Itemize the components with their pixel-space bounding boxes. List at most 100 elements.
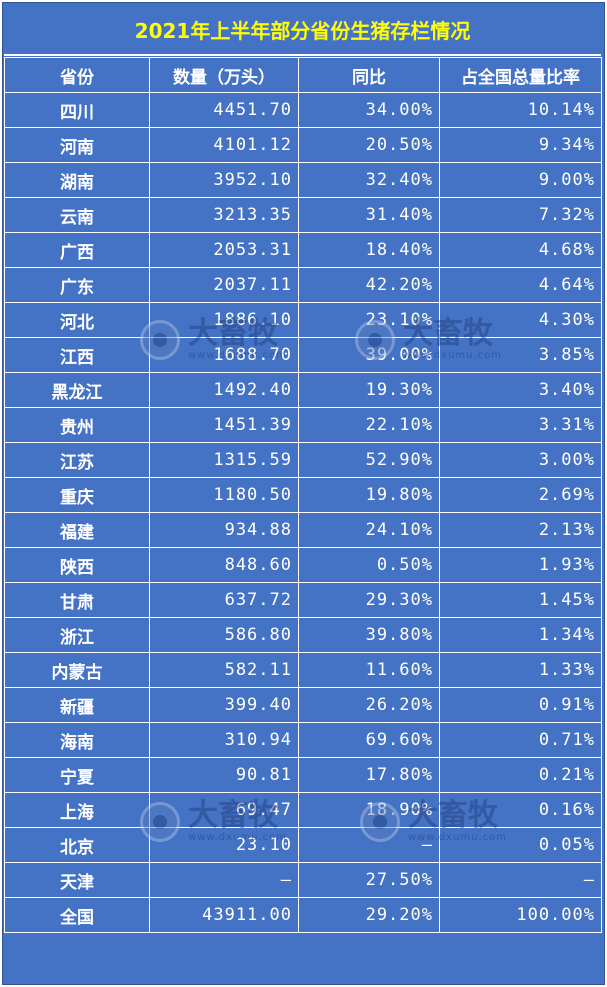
- quantity-cell: 4451.70: [149, 92, 299, 128]
- table-row: 福建 934.88 24.10% 2.13%: [4, 512, 602, 548]
- share-cell: 2.69%: [439, 477, 602, 513]
- quantity-cell: 43911.00: [149, 897, 299, 933]
- quantity-cell: 586.80: [149, 617, 299, 653]
- share-cell: 4.68%: [439, 232, 602, 268]
- share-cell: 7.32%: [439, 197, 602, 233]
- table-row: 新疆 399.40 26.20% 0.91%: [4, 687, 602, 723]
- table-title: 2021年上半年部分省份生猪存栏情况: [4, 4, 601, 56]
- table-row: 黑龙江 1492.40 19.30% 3.40%: [4, 372, 602, 408]
- share-cell: 0.05%: [439, 827, 602, 863]
- table-row: 浙江 586.80 39.80% 1.34%: [4, 617, 602, 653]
- yoy-cell: 29.30%: [298, 582, 440, 618]
- header-quantity: 数量（万头）: [149, 57, 299, 93]
- yoy-cell: 69.60%: [298, 722, 440, 758]
- table-row: 全国 43911.00 29.20% 100.00%: [4, 897, 602, 933]
- share-cell: 1.93%: [439, 547, 602, 583]
- table-row: 江西 1688.70 39.00% 3.85%: [4, 337, 602, 373]
- table-row: 内蒙古 582.11 11.60% 1.33%: [4, 652, 602, 688]
- quantity-cell: 1688.70: [149, 337, 299, 373]
- yoy-cell: 52.90%: [298, 442, 440, 478]
- province-cell: 陕西: [4, 547, 150, 583]
- share-cell: 1.34%: [439, 617, 602, 653]
- pig-stock-table: 省份 数量（万头） 同比 占全国总量比率 四川 4451.70 34.00% 10.1…: [4, 57, 602, 933]
- yoy-cell: 26.20%: [298, 687, 440, 723]
- province-cell: 天津: [4, 862, 150, 898]
- quantity-cell: 2053.31: [149, 232, 299, 268]
- quantity-cell: 582.11: [149, 652, 299, 688]
- yoy-cell: 23.10%: [298, 302, 440, 338]
- table-row: 湖南 3952.10 32.40% 9.00%: [4, 162, 602, 198]
- table-row: 陕西 848.60 0.50% 1.93%: [4, 547, 602, 583]
- header-yoy: 同比: [298, 57, 440, 93]
- quantity-cell: 1492.40: [149, 372, 299, 408]
- share-cell: 1.33%: [439, 652, 602, 688]
- province-cell: 河北: [4, 302, 150, 338]
- table-row: 甘肃 637.72 29.30% 1.45%: [4, 582, 602, 618]
- quantity-cell: 934.88: [149, 512, 299, 548]
- province-cell: 全国: [4, 897, 150, 933]
- province-cell: 内蒙古: [4, 652, 150, 688]
- province-cell: 江西: [4, 337, 150, 373]
- quantity-cell: 3952.10: [149, 162, 299, 198]
- yoy-cell: 39.00%: [298, 337, 440, 373]
- yoy-cell: 22.10%: [298, 407, 440, 443]
- yoy-cell: 18.90%: [298, 792, 440, 828]
- province-cell: 福建: [4, 512, 150, 548]
- share-cell: 0.21%: [439, 757, 602, 793]
- share-cell: 3.40%: [439, 372, 602, 408]
- table-row: 河南 4101.12 20.50% 9.34%: [4, 127, 602, 163]
- province-cell: 新疆: [4, 687, 150, 723]
- yoy-cell: 31.40%: [298, 197, 440, 233]
- share-cell: –: [439, 862, 602, 898]
- yoy-cell: 0.50%: [298, 547, 440, 583]
- quantity-cell: 69.47: [149, 792, 299, 828]
- yoy-cell: 29.20%: [298, 897, 440, 933]
- share-cell: 10.14%: [439, 92, 602, 128]
- table-row: 北京 23.10–0.05%: [4, 827, 602, 863]
- share-cell: 0.71%: [439, 722, 602, 758]
- share-cell: 100.00%: [439, 897, 602, 933]
- province-cell: 甘肃: [4, 582, 150, 618]
- quantity-cell: 848.60: [149, 547, 299, 583]
- table-row: 广西 2053.31 18.40% 4.68%: [4, 232, 602, 268]
- province-cell: 河南: [4, 127, 150, 163]
- province-cell: 浙江: [4, 617, 150, 653]
- table-row: 重庆 1180.50 19.80% 2.69%: [4, 477, 602, 513]
- province-cell: 北京: [4, 827, 150, 863]
- yoy-cell: 20.50%: [298, 127, 440, 163]
- quantity-cell: 3213.35: [149, 197, 299, 233]
- province-cell: 黑龙江: [4, 372, 150, 408]
- yoy-cell: 19.30%: [298, 372, 440, 408]
- quantity-cell: 23.10: [149, 827, 299, 863]
- yoy-cell: 39.80%: [298, 617, 440, 653]
- header-province: 省份: [4, 57, 150, 93]
- header-row: 省份 数量（万头） 同比 占全国总量比率: [4, 57, 602, 93]
- province-cell: 云南: [4, 197, 150, 233]
- quantity-cell: 1315.59: [149, 442, 299, 478]
- yoy-cell: 42.20%: [298, 267, 440, 303]
- quantity-cell: 399.40: [149, 687, 299, 723]
- quantity-cell: 1180.50: [149, 477, 299, 513]
- quantity-cell: 637.72: [149, 582, 299, 618]
- yoy-cell: 32.40%: [298, 162, 440, 198]
- header-share: 占全国总量比率: [439, 57, 602, 93]
- share-cell: 3.00%: [439, 442, 602, 478]
- yoy-cell: 34.00%: [298, 92, 440, 128]
- yoy-cell: –: [298, 827, 440, 863]
- share-cell: 0.91%: [439, 687, 602, 723]
- share-cell: 4.64%: [439, 267, 602, 303]
- table-row: 四川 4451.70 34.00% 10.14%: [4, 92, 602, 128]
- quantity-cell: 1886.10: [149, 302, 299, 338]
- yoy-cell: 17.80%: [298, 757, 440, 793]
- province-cell: 重庆: [4, 477, 150, 513]
- province-cell: 贵州: [4, 407, 150, 443]
- province-cell: 宁夏: [4, 757, 150, 793]
- province-cell: 海南: [4, 722, 150, 758]
- table-row: 宁夏 90.81 17.80% 0.21%: [4, 757, 602, 793]
- table-row: 贵州 1451.39 22.10% 3.31%: [4, 407, 602, 443]
- province-cell: 广西: [4, 232, 150, 268]
- province-cell: 上海: [4, 792, 150, 828]
- province-cell: 广东: [4, 267, 150, 303]
- quantity-cell: 90.81: [149, 757, 299, 793]
- share-cell: 1.45%: [439, 582, 602, 618]
